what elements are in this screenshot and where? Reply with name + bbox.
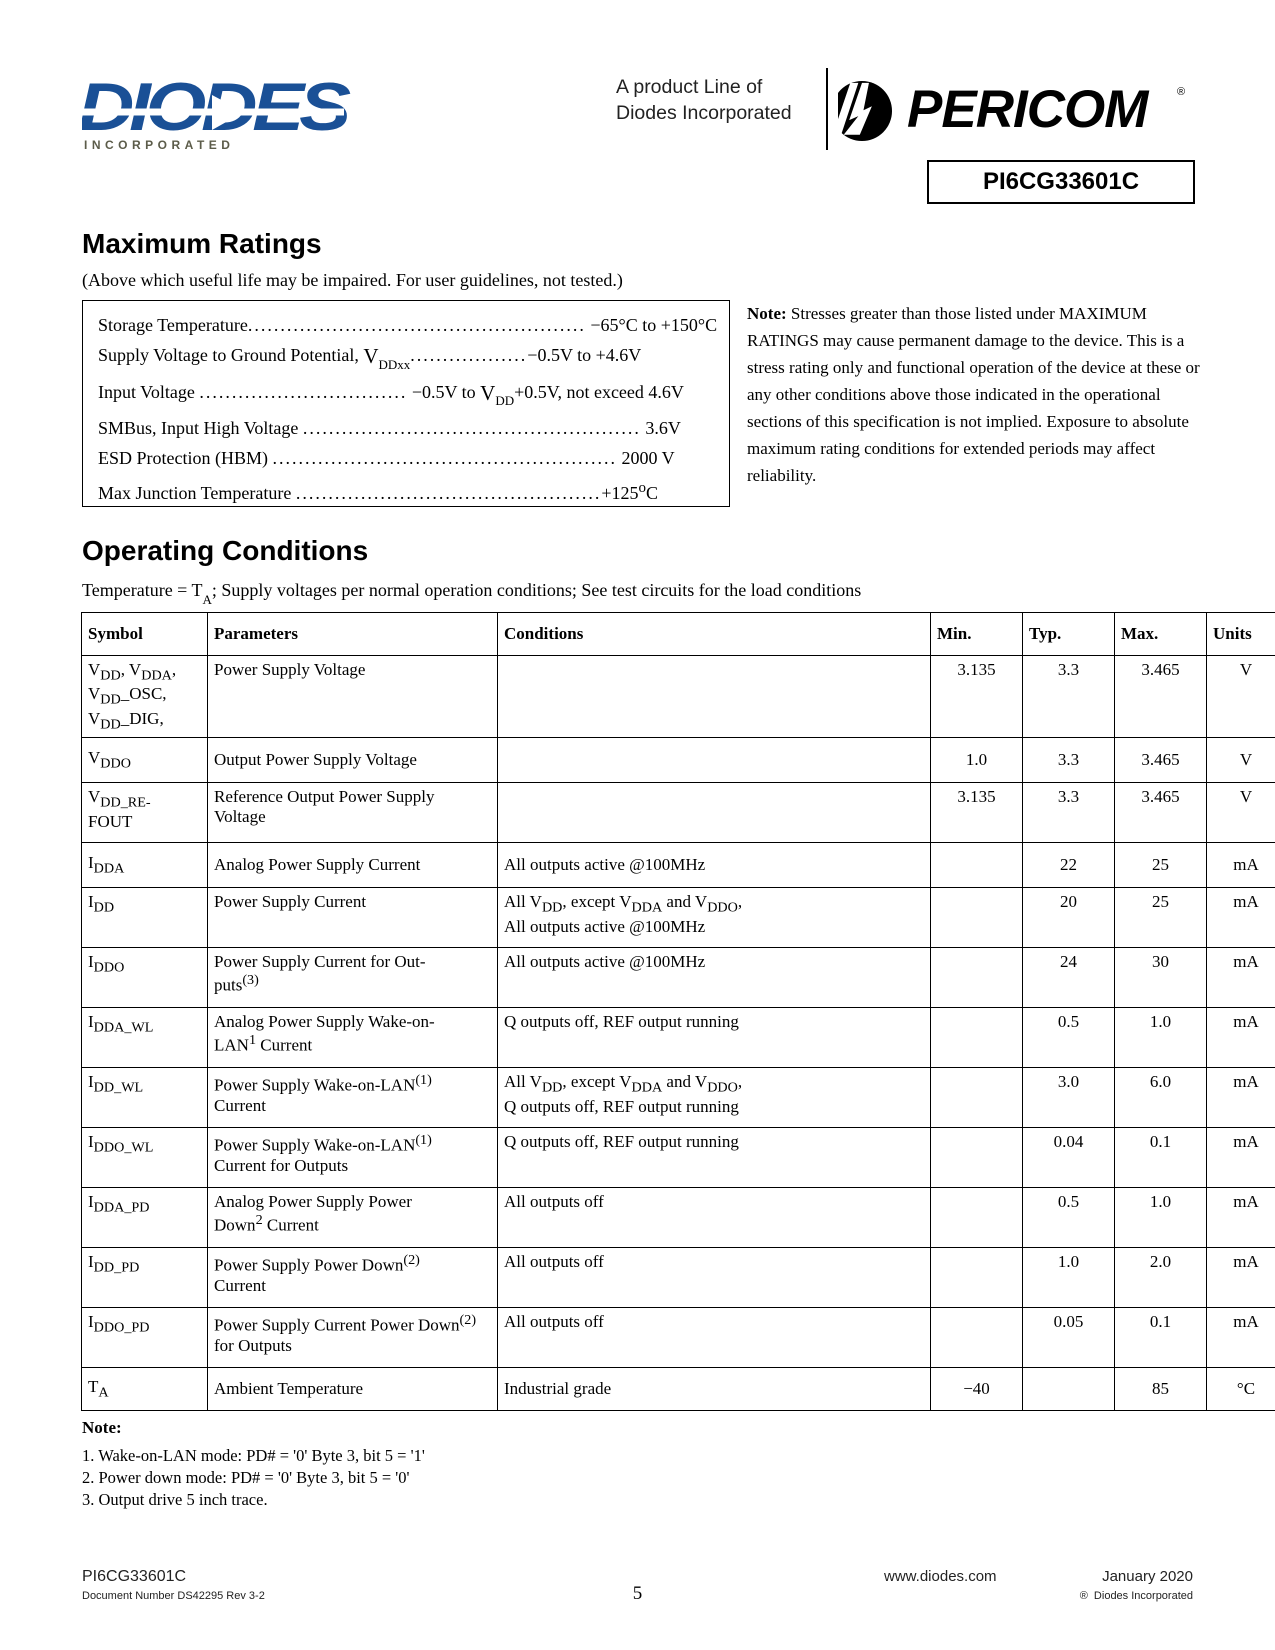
- svg-text:PERICOM: PERICOM: [907, 80, 1150, 139]
- svg-text:INCORPORATED: INCORPORATED: [84, 138, 234, 152]
- svg-text:®: ®: [1177, 86, 1185, 98]
